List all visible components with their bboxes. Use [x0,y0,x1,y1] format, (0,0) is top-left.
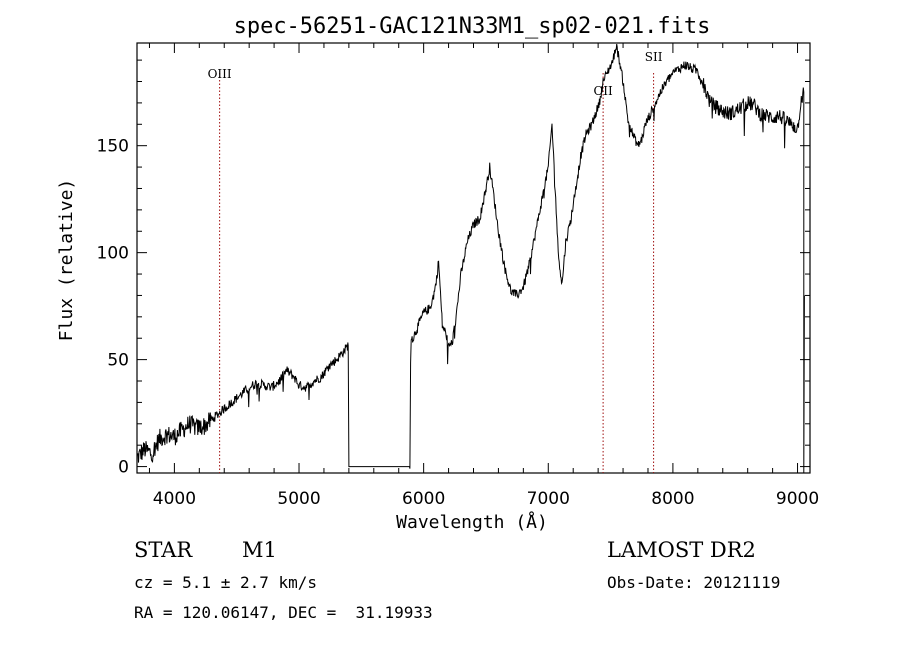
survey-name: LAMOST DR2 [607,538,756,562]
object-subclass: M1 [242,538,277,562]
plot-frame [136,42,811,474]
y-tick-label: 150 [97,137,129,157]
x-tick-labels: 4000 5000 6000 7000 8000 9000 [153,489,819,509]
redshift-readout: cz = 5.1 ± 2.7 km/s [134,573,318,592]
x-tick-label: 9000 [776,489,819,509]
emission-line-label: OII [593,84,613,98]
emission-lines: OIII OII SII [208,50,663,473]
obs-date: Obs-Date: 20121119 [607,573,781,592]
coordinates: RA = 120.06147, DEC = 31.19933 [134,603,433,622]
spectrum-line [136,43,805,474]
x-tick-label: 4000 [153,489,196,509]
object-class: STAR [134,538,193,562]
y-tick-label: 50 [107,351,129,371]
y-tick-labels: 0 50 100 150 [97,137,129,478]
y-tick-label: 0 [118,458,129,478]
x-tick-label: 5000 [277,489,320,509]
x-axis-label: Wavelength (Å) [396,511,548,533]
y-tick-label: 100 [97,244,129,264]
x-tick-label: 7000 [527,489,570,509]
x-tick-label: 6000 [402,489,445,509]
emission-line-label: SII [645,50,663,64]
x-tick-label: 8000 [651,489,694,509]
y-axis-label: Flux (relative) [56,179,77,342]
emission-line-label: OIII [208,67,232,81]
chart-title: spec-56251-GAC121N33M1_sp02-021.fits [234,14,711,39]
axis-ticks [137,43,810,473]
